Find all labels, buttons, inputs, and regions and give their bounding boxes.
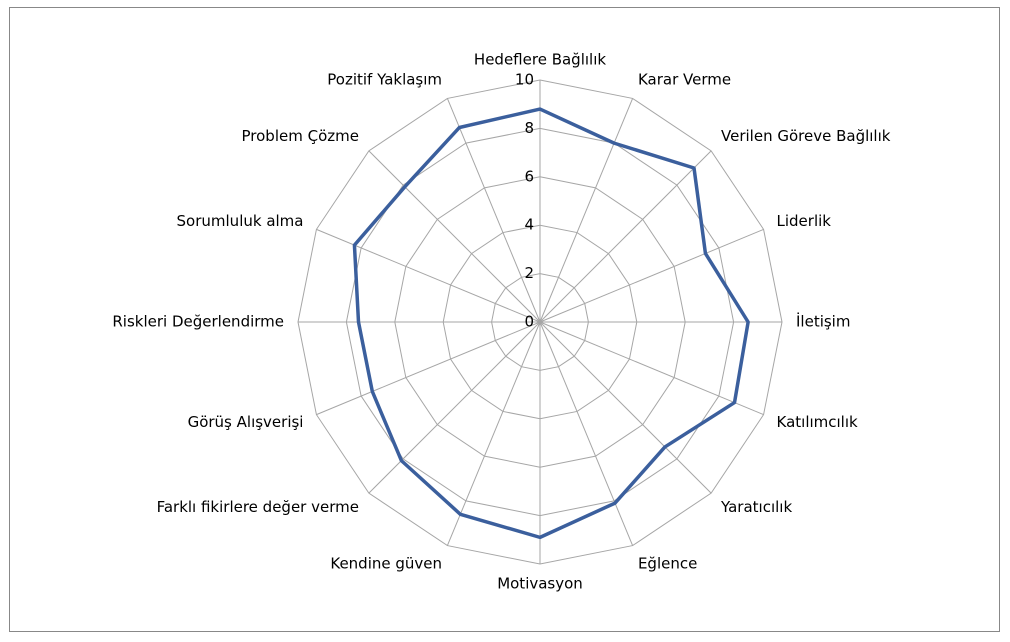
category-label: Yaratıcılık bbox=[720, 498, 792, 516]
spoke bbox=[539, 321, 634, 546]
spoke bbox=[539, 150, 712, 323]
spoke bbox=[539, 228, 764, 323]
category-label: Karar Verme bbox=[638, 70, 731, 88]
category-label: Sorumluluk alma bbox=[177, 212, 304, 230]
category-label: Katılımcılık bbox=[777, 413, 859, 431]
axis-tick-label: 0 bbox=[524, 313, 534, 331]
category-label: Pozitif Yaklaşım bbox=[327, 70, 442, 88]
spoke bbox=[539, 321, 712, 494]
spoke bbox=[539, 98, 634, 323]
axis-tick-label: 10 bbox=[515, 71, 534, 89]
category-label: Görüş Alışverişi bbox=[188, 413, 304, 431]
spoke bbox=[446, 98, 541, 323]
category-label: Riskleri Değerlendirme bbox=[112, 313, 284, 331]
category-label: İletişim bbox=[796, 312, 850, 331]
spoke bbox=[316, 321, 541, 416]
category-label: Hedeflere Bağlılık bbox=[474, 51, 606, 69]
spoke bbox=[539, 321, 764, 416]
spoke bbox=[368, 321, 541, 494]
spoke bbox=[446, 321, 541, 546]
category-label: Kendine güven bbox=[330, 555, 442, 573]
category-label: Farklı fikirlere değer verme bbox=[157, 498, 359, 516]
category-label: Problem Çözme bbox=[242, 127, 359, 145]
category-label: Motivasyon bbox=[497, 575, 583, 593]
axis-tick-label: 2 bbox=[524, 264, 534, 282]
category-label: Liderlik bbox=[777, 212, 832, 230]
axis-tick-label: 4 bbox=[524, 216, 534, 234]
category-label: Eğlence bbox=[638, 555, 697, 573]
series-line bbox=[352, 107, 750, 540]
spoke bbox=[368, 150, 541, 323]
axis-tick-label: 8 bbox=[524, 119, 534, 137]
category-label: Verilen Göreve Bağlılık bbox=[721, 127, 891, 145]
axis-tick-label: 6 bbox=[524, 167, 534, 185]
